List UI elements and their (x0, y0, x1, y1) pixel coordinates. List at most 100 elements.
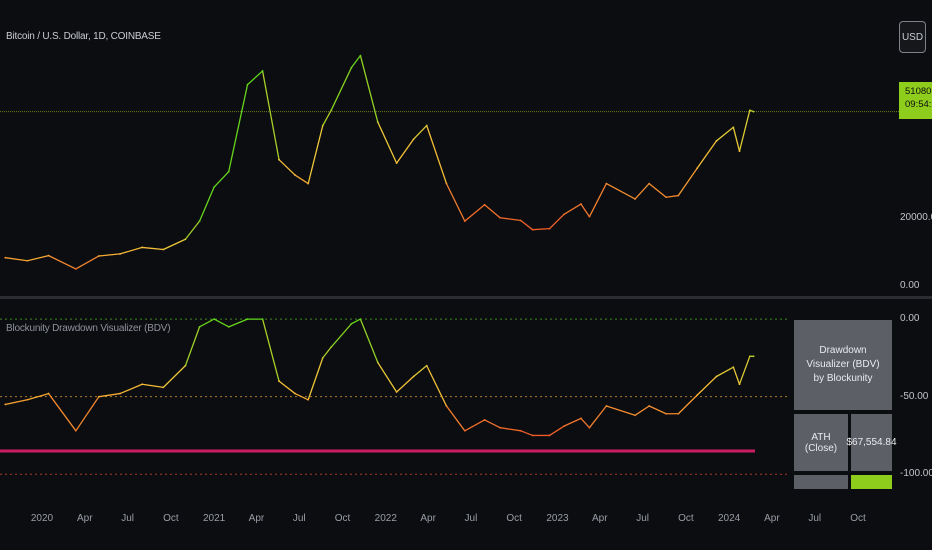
time-axis-label: 2022 (374, 513, 397, 524)
last-price-badge: 51080.10 09:54:17 (899, 82, 932, 119)
price-line-segment (665, 194, 679, 198)
price-line-point (198, 220, 201, 223)
bdv-title-line1: Drawdown Visualizer (BDV) (806, 345, 880, 370)
drawdown-line-point (395, 391, 398, 393)
price-line-point (98, 255, 100, 257)
drawdown-line-segment (605, 405, 636, 416)
price-line-segment (580, 203, 591, 218)
drawdown-line-point (665, 412, 668, 415)
price-line-segment (483, 204, 501, 219)
price-line-segment (4, 257, 29, 262)
price-line-point (278, 158, 280, 161)
time-axis-label: 2021 (203, 513, 226, 524)
drawdown-line-segment (520, 430, 534, 437)
status-cell-gray (794, 475, 848, 489)
ath-value-cell: $67,554.84 (846, 414, 897, 471)
price-line-segment (696, 140, 718, 169)
price-line-point (563, 213, 565, 216)
time-axis-label: Apr (77, 513, 93, 524)
drawdown-line-point (198, 325, 201, 328)
price-line-point (519, 219, 522, 222)
time-axis-label: Oct (678, 513, 694, 524)
price-line-point (350, 66, 353, 69)
price-line-segment (228, 83, 249, 173)
price-line-segment (445, 182, 466, 222)
status-cell-green (851, 475, 892, 489)
price-line-point (696, 167, 699, 170)
time-axis-label: Apr (420, 513, 436, 524)
drawdown-line-point (648, 405, 651, 407)
price-line-segment (307, 124, 324, 185)
price-line-point (321, 124, 324, 127)
drawdown-line-point (715, 375, 718, 378)
price-line-point (307, 182, 310, 185)
drawdown-line-segment (4, 399, 29, 406)
drawdown-line-segment (464, 419, 486, 432)
price-line-segment (26, 254, 50, 262)
price-line-point (330, 109, 333, 112)
drawdown-line-segment (278, 380, 296, 395)
drawdown-line-point (330, 346, 333, 348)
drawdown-line-segment (213, 318, 230, 328)
price-line-segment (162, 238, 187, 251)
symbol-title: Bitcoin / U.S. Dollar, 1D, COINBASE (6, 31, 161, 42)
price-line-segment (322, 109, 332, 127)
drawdown-line-segment (141, 383, 164, 389)
price-line-segment (605, 182, 636, 200)
drawdown-line-segment (588, 405, 608, 429)
price-line-point (732, 126, 735, 129)
drawdown-line-point (563, 425, 565, 428)
price-line-point (47, 254, 50, 257)
price-line-segment (648, 182, 667, 198)
drawdown-line-point (4, 403, 7, 406)
currency-button[interactable]: USD (899, 21, 926, 53)
time-axis-label: Oct (334, 513, 351, 524)
drawdown-line-point (412, 375, 415, 378)
drawdown-line-segment (395, 375, 415, 393)
price-line-segment (261, 70, 280, 161)
price-line-segment (677, 167, 698, 197)
price-line-point (445, 182, 448, 185)
drawdown-line-point (696, 394, 699, 397)
price-line-point (634, 198, 636, 200)
drawdown-line-segment (198, 318, 215, 328)
price-line-point (752, 110, 755, 113)
drawdown-line-segment (322, 346, 332, 359)
drawdown-line-segment (648, 405, 667, 415)
drawdown-line-segment (426, 364, 448, 407)
price-line-segment (395, 138, 415, 164)
drawdown-line-point (748, 355, 751, 358)
drawdown-line-segment (47, 392, 77, 432)
price-line-segment (330, 66, 353, 111)
price-line-segment (377, 121, 398, 164)
time-axis-label: Jul (808, 513, 822, 524)
price-line-segment (246, 70, 264, 86)
price-line-segment (499, 217, 522, 222)
drawdown-line-segment (548, 425, 565, 437)
price-line-point (605, 182, 608, 185)
drawdown-line-segment (634, 405, 650, 416)
drawdown-line-point (425, 364, 428, 367)
price-line-point (412, 138, 415, 141)
drawdown-line-segment (445, 405, 466, 432)
drawdown-line-segment (696, 375, 718, 396)
time-axis-label: Apr (248, 513, 265, 524)
drawdown-line-point (634, 414, 636, 417)
price-line-point (213, 186, 216, 188)
drawdown-line-segment (307, 357, 324, 401)
drawdown-line-segment (119, 383, 143, 395)
drawdown-line-segment (483, 419, 501, 429)
price-line-point (376, 121, 379, 124)
ath-label-cell: ATH (Close) (794, 414, 848, 471)
drawdown-line-segment (580, 417, 591, 429)
price-line-point (395, 162, 398, 165)
time-axis-label: 2020 (30, 513, 54, 524)
drawdown-line-point (119, 392, 121, 395)
price-line-point (4, 256, 7, 259)
price-line-point (580, 203, 582, 205)
price-line-segment (520, 219, 534, 231)
price-line-segment (426, 124, 448, 185)
price-line-segment (213, 171, 230, 188)
drawdown-line-point (445, 405, 448, 407)
